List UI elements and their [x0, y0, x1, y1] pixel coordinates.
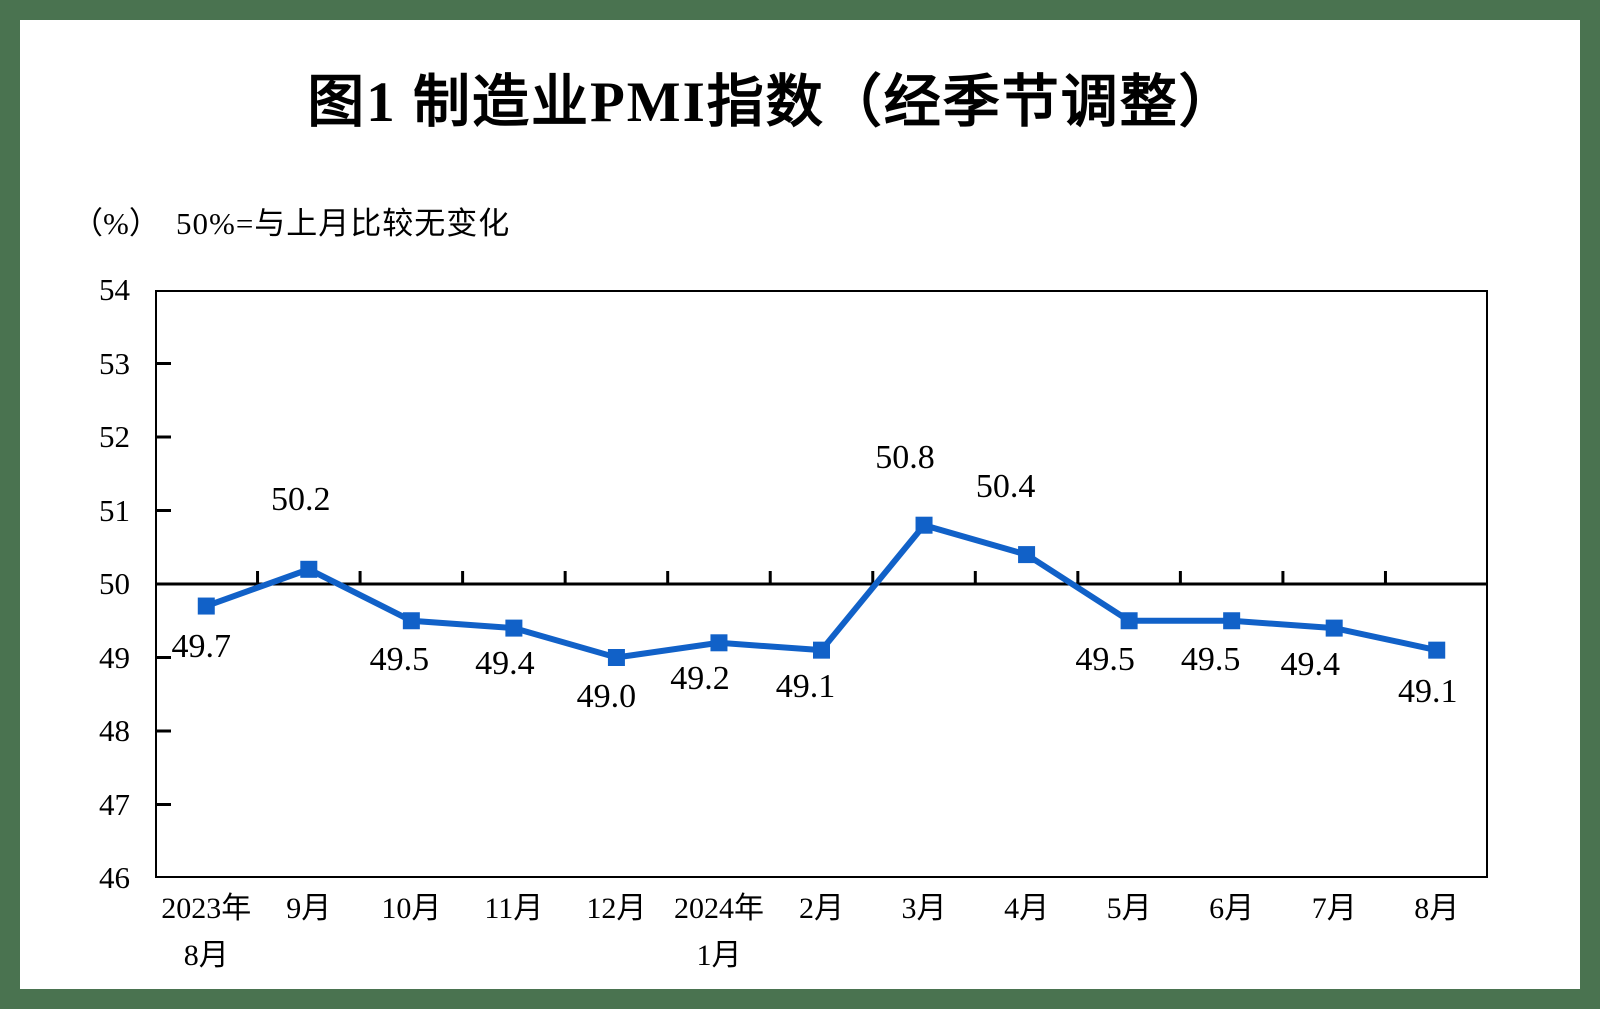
data-point-value-label: 49.2 — [670, 659, 730, 697]
data-point-marker — [607, 649, 625, 666]
y-axis-label: 46 — [99, 860, 130, 895]
data-point-marker — [300, 560, 318, 578]
data-point-marker — [915, 516, 933, 534]
x-axis-label: 2024年 1月 — [673, 892, 764, 972]
plot-border — [155, 290, 1488, 878]
data-point-value-label: 49.1 — [1397, 673, 1458, 711]
data-point-marker — [813, 641, 830, 659]
x-axis-label: 9月 — [286, 892, 332, 925]
y-axis-label: 51 — [99, 492, 130, 528]
x-axis-label: 6月 — [1209, 892, 1255, 925]
y-axis-label: 54 — [99, 272, 130, 307]
y-axis-label: 47 — [99, 786, 130, 822]
x-axis-label: 12月 — [586, 892, 647, 925]
data-point-marker — [1018, 546, 1036, 564]
x-axis-label: 10月 — [381, 892, 442, 925]
x-axis-label: 3月 — [901, 892, 947, 925]
data-point-value-label: 50.8 — [875, 439, 935, 477]
y-axis-label: 49 — [99, 639, 130, 675]
data-point-marker — [710, 634, 728, 652]
data-point-marker — [1120, 612, 1138, 630]
y-axis-label: 48 — [99, 713, 130, 748]
data-point-value-label: 49.0 — [576, 677, 637, 715]
data-point-value-label: 49.5 — [369, 640, 430, 678]
x-axis-label: 11月 — [484, 892, 544, 925]
data-point-value-label: 49.1 — [775, 668, 836, 706]
data-point-marker — [402, 612, 420, 630]
data-point-marker — [1223, 612, 1241, 630]
data-point-value-label: 49.5 — [1180, 640, 1241, 678]
data-point-marker — [197, 597, 215, 615]
y-axis-unit-label: （%） — [72, 206, 160, 241]
data-point-value-label: 49.7 — [171, 628, 232, 666]
y-axis-label: 52 — [99, 419, 130, 454]
pmi-line — [205, 521, 1438, 661]
data-point-marker — [1325, 619, 1343, 637]
data-point-value-label: 49.4 — [1280, 646, 1340, 684]
x-axis-label: 2023年 8月 — [161, 892, 252, 972]
x-axis-label: 7月 — [1311, 892, 1357, 925]
x-axis-label: 2月 — [799, 892, 844, 925]
chart-title: 图1 制造业PMI指数（经季节调整） — [307, 71, 1238, 134]
plot-area — [155, 290, 1488, 878]
x-axis-label: 4月 — [1004, 892, 1050, 925]
data-point-marker — [1428, 641, 1446, 659]
data-point-value-label: 49.4 — [475, 645, 535, 683]
y-axis-label: 50 — [99, 566, 130, 601]
x-axis-label: 8月 — [1414, 892, 1460, 925]
reference-note-label: 50%=与上月比较无变化 — [176, 206, 511, 241]
data-point-value-label: 50.4 — [975, 467, 1036, 505]
data-point-marker — [505, 619, 523, 637]
y-axis-label: 53 — [99, 345, 130, 381]
x-axis-label: 5月 — [1106, 892, 1152, 925]
data-point-value-label: 50.2 — [271, 481, 331, 519]
data-point-value-label: 49.5 — [1075, 640, 1135, 678]
